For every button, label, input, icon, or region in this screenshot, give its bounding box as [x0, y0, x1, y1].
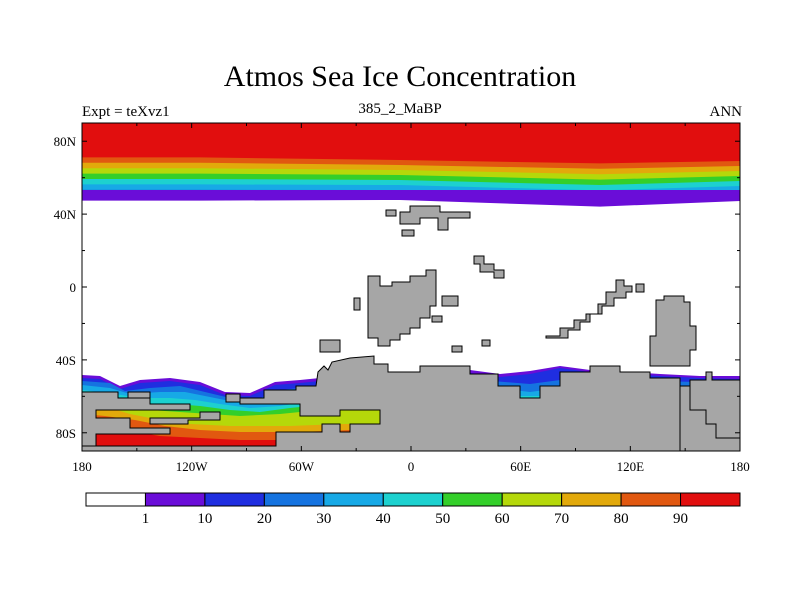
colorbar-swatch [620, 492, 682, 507]
chart-title: Atmos Sea Ice Concentration [223, 60, 577, 93]
colorbar-swatch [442, 492, 503, 507]
season-label: ANN [709, 104, 743, 120]
land-asia-island [635, 283, 645, 293]
land-arabia-bits [431, 295, 459, 323]
land-masses [82, 205, 740, 451]
colorbar-label: 70 [554, 511, 569, 527]
colorbar-label: 80 [614, 511, 629, 527]
land-asia-east [545, 279, 633, 339]
colorbar-swatch [561, 492, 622, 507]
land-madagascar [451, 339, 491, 353]
y-tick-label: 40N [54, 207, 77, 222]
colorbar-label: 1 [142, 511, 150, 527]
run-label: 385_2_MaBP [358, 101, 442, 117]
x-tick-label: 0 [408, 459, 415, 474]
land-europe [399, 205, 471, 231]
x-tick-label: 60W [289, 459, 315, 474]
land-east-australia-south [679, 385, 740, 451]
x-tick-label: 60E [510, 459, 531, 474]
colorbar-label: 50 [435, 511, 450, 527]
colorbar-label: 30 [316, 511, 331, 527]
colorbar-label: 10 [197, 511, 212, 527]
colorbar-swatch [204, 492, 265, 507]
x-tick-label: 180 [730, 459, 750, 474]
colorbar-label: 90 [673, 511, 688, 527]
experiment-label: Expt = teXvz1 [82, 104, 170, 120]
land-europe-north [385, 209, 397, 217]
colorbar-swatch [382, 492, 444, 507]
colorbar-label: 20 [257, 511, 272, 527]
colorbar-swatch [501, 492, 563, 507]
land-iberia [401, 229, 415, 237]
colorbar [85, 492, 741, 507]
y-tick-label: 80N [54, 134, 77, 149]
land-main-south [82, 355, 740, 451]
y-tick-label: 40S [56, 353, 76, 368]
colorbar-swatch [85, 492, 146, 507]
y-tick-label: 0 [70, 280, 77, 295]
land-south-america-tip [225, 393, 241, 403]
colorbar-swatch [680, 492, 741, 507]
colorbar-swatch [323, 492, 384, 507]
y-tick-label: 80S [56, 426, 76, 441]
colorbar-swatch [144, 492, 206, 507]
land-south-pacific-islands [127, 391, 151, 399]
land-south-atlantic-island [319, 339, 341, 353]
land-central-antarctic-peninsula [149, 411, 221, 425]
land-india-strip [353, 297, 361, 311]
x-tick-label: 120E [617, 459, 645, 474]
arctic-band [82, 190, 740, 207]
arctic-ice-bands [82, 123, 740, 207]
x-tick-label: 120W [176, 459, 209, 474]
colorbar-swatch [263, 492, 325, 507]
land-australia [649, 295, 697, 367]
land-middle-east [473, 255, 505, 279]
arctic-band [82, 184, 740, 191]
land-africa [367, 269, 437, 347]
colorbar-label: 40 [376, 511, 391, 527]
colorbar-label: 60 [495, 511, 510, 527]
x-tick-label: 180 [72, 459, 92, 474]
